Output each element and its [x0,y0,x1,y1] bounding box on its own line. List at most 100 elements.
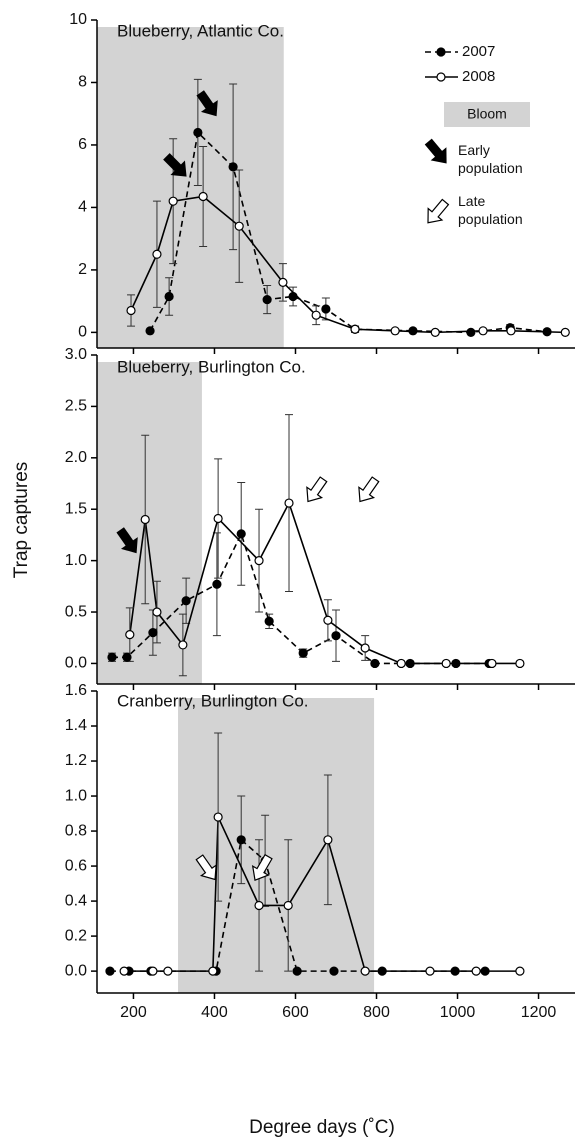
point [321,304,331,314]
point [377,966,387,976]
legend-label: 2007 [462,43,495,60]
y-tick-label: 10 [69,11,87,28]
point [515,966,525,976]
point [140,514,150,525]
legend-label: 2008 [462,68,495,85]
arrow [195,854,217,881]
panel-title: Cranberry, Burlington Co. [117,691,309,710]
point [208,966,218,976]
point [119,966,129,976]
point [284,498,294,508]
y-tick-label: 1.6 [65,682,87,699]
point [126,305,136,316]
point [560,327,570,337]
panel-title: Blueberry, Burlington Co. [117,357,306,376]
legend-bloom [444,102,530,127]
x-tick-label: 600 [282,1004,309,1021]
point [329,966,339,976]
point [148,966,158,976]
point [331,631,341,641]
point [236,529,246,539]
point [323,615,333,625]
point [515,658,525,669]
y-tick-label: 1.5 [65,500,87,517]
point [478,326,488,336]
y-tick-label: 1.0 [65,552,87,569]
point [360,643,370,653]
point [350,324,360,334]
point [236,835,246,845]
y-tick-label: 3.0 [65,346,87,363]
point [148,627,158,638]
point [234,221,244,231]
point [390,326,400,336]
arrow [163,153,187,177]
point [405,658,415,669]
arrow [424,138,447,164]
point [228,162,238,172]
point [152,607,162,617]
point [441,658,451,669]
point [370,658,380,669]
y-tick-label: 0 [78,324,87,341]
arrow [306,476,328,503]
legend-early-label: Early population [458,142,523,176]
bloom-region [97,27,284,348]
point [105,966,115,976]
x-tick-label: 1000 [440,1004,476,1021]
x-axis-label: Degree days (˚C) [249,1117,395,1138]
point [262,294,272,305]
point [360,966,370,976]
bloom-region [178,698,375,993]
point [311,310,321,320]
arrow [358,476,380,503]
point [213,812,223,822]
point [408,326,418,336]
y-tick-label: 8 [78,74,87,91]
point [450,966,460,976]
point [542,327,552,337]
y-tick-label: 6 [78,136,87,153]
point [292,966,302,976]
point [264,616,274,626]
point [213,513,223,524]
point [193,127,203,138]
point [168,196,178,206]
point [178,640,188,650]
point [152,249,162,259]
point [164,291,174,302]
point [506,326,516,336]
point [487,658,497,669]
y-tick-label: 0.0 [65,962,87,979]
point [212,579,222,589]
point [145,326,155,336]
y-tick-label: 2 [78,261,87,278]
point [298,648,308,658]
point [471,966,481,976]
point [283,900,293,911]
point [430,327,440,337]
legend-late-label: Late population [458,193,523,227]
y-tick-label: 0.5 [65,603,87,620]
y-tick-label: 1.0 [65,787,87,804]
y-tick-label: 2.0 [65,449,87,466]
y-tick-label: 0.6 [65,857,87,874]
point [254,900,264,911]
point [181,596,191,606]
y-tick-label: 2.5 [65,398,87,415]
point [122,652,132,662]
point [278,277,288,287]
point [107,652,117,662]
arrow [427,198,450,224]
point [480,966,490,976]
x-tick-label: 1200 [521,1004,557,1021]
point [466,327,476,337]
x-tick-label: 800 [363,1004,390,1021]
y-tick-label: 1.2 [65,752,87,769]
y-tick-label: 0.8 [65,822,87,839]
panel-title: Blueberry, Atlantic Co. [117,21,284,40]
y-tick-label: 1.4 [65,717,87,734]
x-tick-label: 200 [120,1004,147,1021]
point [163,966,173,976]
